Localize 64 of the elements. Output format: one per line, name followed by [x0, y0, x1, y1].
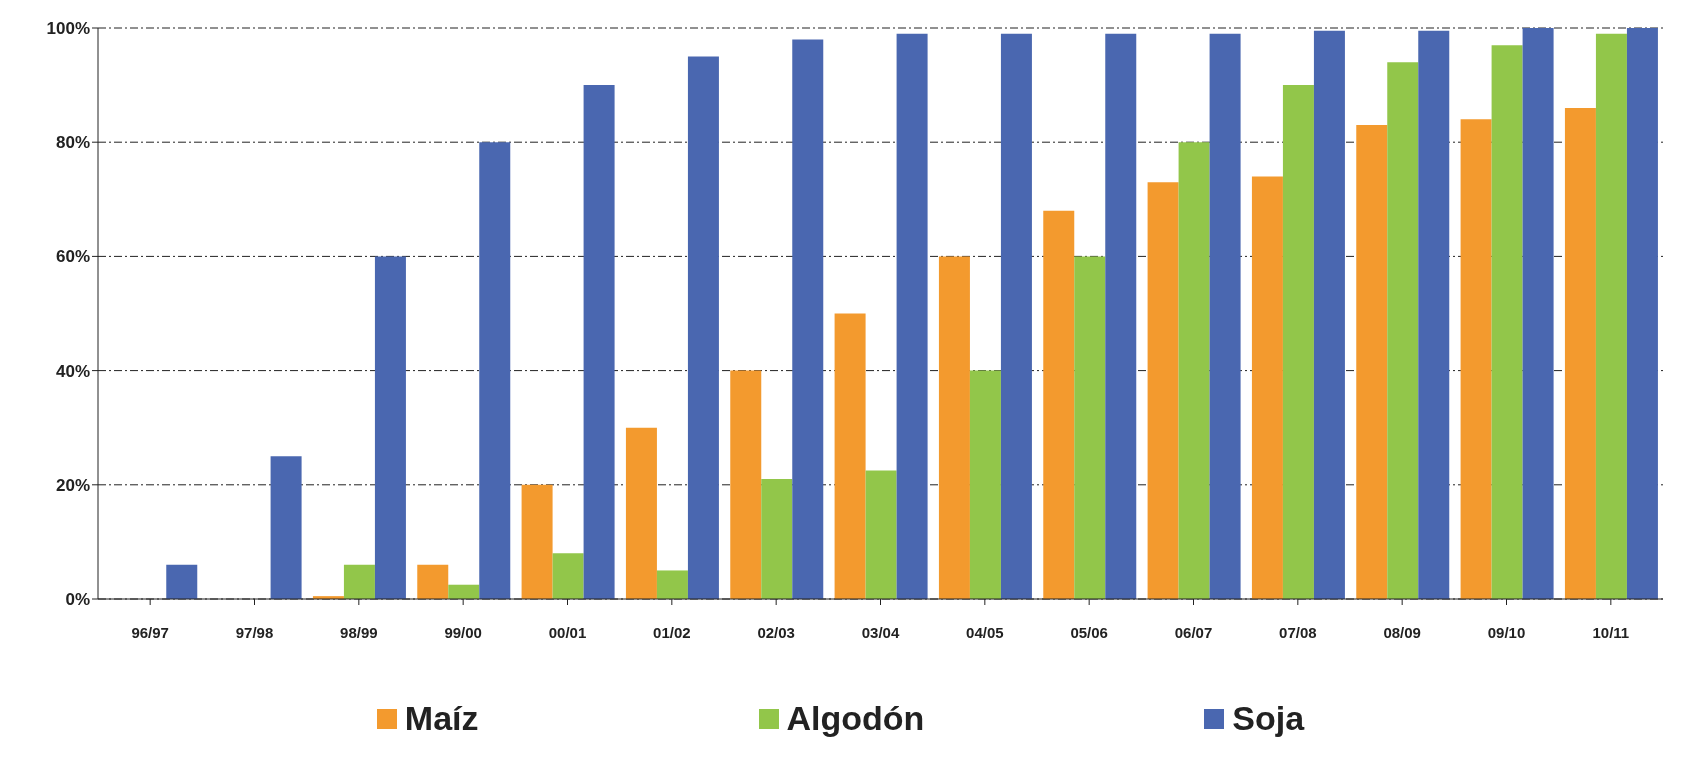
x-tick-label: 98/99 — [340, 623, 378, 641]
bar — [448, 584, 480, 599]
bar — [1418, 30, 1450, 599]
bar — [479, 142, 511, 599]
y-tick-label: 100% — [46, 19, 90, 39]
legend-label: Soja — [1232, 699, 1305, 738]
bar — [1043, 210, 1075, 599]
bar — [834, 313, 866, 599]
bar — [938, 256, 970, 599]
x-tick-label: 00/01 — [548, 623, 587, 641]
bar — [625, 427, 657, 599]
bar — [1178, 142, 1210, 599]
bar — [761, 479, 793, 599]
y-tick-label: 40% — [55, 361, 90, 381]
bar — [1313, 30, 1345, 599]
x-tick-label: 07/08 — [1279, 623, 1317, 641]
bar — [270, 456, 302, 599]
bar — [1147, 182, 1179, 599]
bar — [1000, 33, 1032, 599]
bar — [730, 370, 762, 599]
legend-label: Maíz — [404, 699, 479, 738]
bar — [1209, 33, 1241, 599]
bar — [583, 85, 615, 599]
bar — [374, 256, 406, 599]
bar — [1356, 125, 1388, 599]
x-tick-label: 02/03 — [757, 623, 795, 641]
y-tick-label: 60% — [55, 247, 90, 267]
x-tick-label: 99/00 — [444, 623, 482, 641]
x-tick-label: 06/07 — [1174, 623, 1213, 641]
x-tick-label: 05/06 — [1070, 623, 1108, 641]
bar — [865, 470, 897, 599]
legend-label: Algodón — [786, 699, 925, 738]
x-tick-label: 09/10 — [1487, 623, 1526, 641]
bar — [1074, 256, 1106, 599]
x-tick-label: 01/02 — [653, 623, 691, 641]
bar — [1595, 33, 1627, 599]
bar — [792, 39, 824, 599]
y-tick-label: 80% — [55, 133, 90, 153]
x-tick-label: 10/11 — [1592, 623, 1630, 641]
x-tick-label: 04/05 — [966, 623, 1004, 641]
bar — [1626, 28, 1658, 599]
bar — [896, 33, 928, 599]
x-tick-label: 03/04 — [861, 623, 900, 641]
bar — [343, 564, 375, 599]
bar — [1491, 45, 1523, 599]
bar — [1251, 176, 1283, 599]
bar — [1564, 107, 1596, 599]
bar — [552, 553, 584, 599]
bar — [969, 370, 1001, 599]
y-tick-label: 20% — [55, 475, 90, 495]
bar — [1282, 85, 1314, 599]
bar — [1105, 33, 1137, 599]
bar — [417, 564, 449, 599]
bar — [1522, 28, 1554, 599]
x-tick-label: 08/09 — [1383, 623, 1421, 641]
bar — [687, 56, 719, 599]
bar — [521, 484, 553, 599]
bar — [656, 570, 688, 599]
x-tick-label: 96/97 — [131, 623, 169, 641]
bar — [1387, 62, 1419, 599]
y-tick-label: 0% — [65, 590, 90, 610]
bar — [1460, 119, 1492, 599]
bar — [166, 564, 198, 599]
x-tick-label: 97/98 — [235, 623, 274, 641]
